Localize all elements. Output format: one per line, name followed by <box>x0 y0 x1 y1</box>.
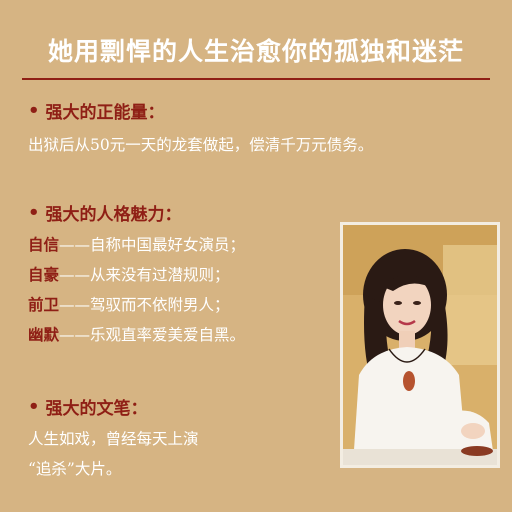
trait-text: 自称中国最好女演员； <box>90 236 246 254</box>
section-heading: • 强大的文笔： <box>28 394 199 419</box>
list-item: 幽默——乐观直率爱美爱自黑。 <box>28 323 245 345</box>
pen-text-line-2: “追杀”大片。 <box>28 460 122 478</box>
trait-key: 自信 <box>28 235 60 254</box>
trait-dash: —— <box>59 326 91 344</box>
bullet-icon: • <box>28 395 40 417</box>
trait-text: 从来没有过潜规则； <box>90 266 230 284</box>
bullet-icon: • <box>28 99 40 121</box>
trait-dash: —— <box>59 236 91 254</box>
energy-text: 出狱后从50元一天的龙套做起，偿清千万元债务。 <box>28 136 374 154</box>
portrait-illustration <box>343 225 497 465</box>
page-title: 她用剽悍的人生治愈你的孤独和迷茫 <box>47 37 464 66</box>
pen-text-line-1: 人生如戏，曾经每天上演 <box>28 430 199 448</box>
pen-heading: 强大的文笔： <box>45 399 148 419</box>
section-heading: • 强大的正能量： <box>28 98 373 123</box>
section-energy: • 强大的正能量： 出狱后从50元一天的龙套做起，偿清千万元债务。 <box>28 98 373 155</box>
section-pen: • 强大的文笔： 人生如戏，曾经每天上演 “追杀”大片。 <box>28 394 199 479</box>
bullet-icon: • <box>28 201 40 223</box>
portrait-photo <box>340 222 500 468</box>
list-item: 自信——自称中国最好女演员； <box>28 233 245 255</box>
energy-heading: 强大的正能量： <box>45 103 165 123</box>
list-item: 自豪——从来没有过潜规则； <box>28 263 245 285</box>
list-item: 前卫——驾驭而不依附男人； <box>28 293 245 315</box>
trait-key: 幽默 <box>28 325 60 344</box>
section-charm: • 强大的人格魅力： 自信——自称中国最好女演员； 自豪——从来没有过潜规则； … <box>28 200 245 345</box>
title-divider <box>22 78 490 80</box>
trait-text: 乐观直率爱美爱自黑。 <box>90 326 246 344</box>
trait-key: 前卫 <box>28 295 60 314</box>
trait-dash: —— <box>59 266 91 284</box>
trait-text: 驾驭而不依附男人； <box>90 296 230 314</box>
trait-key: 自豪 <box>28 265 60 284</box>
trait-dash: —— <box>59 296 91 314</box>
charm-heading: 强大的人格魅力： <box>45 205 182 225</box>
section-heading: • 强大的人格魅力： <box>28 200 245 225</box>
